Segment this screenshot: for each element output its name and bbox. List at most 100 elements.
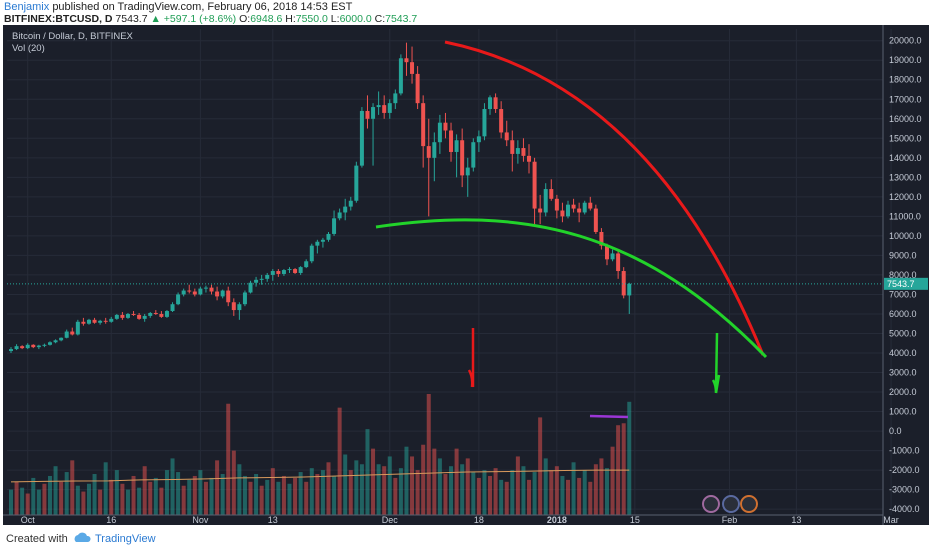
- volume-bar: [47, 475, 52, 515]
- volume-bar: [276, 481, 281, 515]
- volume-bar: [53, 466, 58, 515]
- candle: [287, 269, 292, 271]
- volume-bar: [410, 456, 415, 515]
- annotations: [375, 40, 768, 513]
- volume-bar: [443, 474, 448, 515]
- volume-bar: [566, 479, 570, 515]
- candle: [515, 148, 520, 154]
- volume-bar: [465, 458, 470, 515]
- x-tick-label: 15: [630, 515, 640, 525]
- candle: [404, 58, 409, 63]
- y-tick-label: 19000.0: [889, 55, 922, 65]
- candle: [281, 270, 286, 274]
- volume-bar: [337, 407, 342, 515]
- volume-bar: [237, 464, 242, 515]
- x-tick-label: Nov: [192, 515, 209, 525]
- candle: [421, 103, 426, 147]
- low-value: 6000.0: [339, 13, 372, 25]
- purple-line: [589, 414, 629, 419]
- candle: [593, 208, 598, 232]
- candle: [20, 346, 25, 349]
- x-tick-label: 13: [791, 515, 801, 525]
- y-tick-label: 2000.0: [889, 387, 917, 397]
- volume-bar: [231, 450, 236, 515]
- candle: [566, 204, 570, 217]
- green-arrow: [711, 332, 721, 394]
- author-link[interactable]: Benjamix: [4, 1, 50, 13]
- y-tick-label: 7000.0: [889, 289, 917, 299]
- tradingview-brand[interactable]: TradingView: [95, 533, 156, 545]
- up-arrow-icon: ▲: [150, 13, 161, 25]
- volume-bar: [298, 472, 303, 515]
- candle: [9, 349, 13, 352]
- candle: [343, 206, 348, 213]
- volume-bar: [281, 475, 286, 515]
- volume-label: Vol (20): [12, 43, 45, 54]
- volume-bar: [176, 472, 181, 515]
- volume-bar: [437, 458, 442, 515]
- volume-bar: [64, 472, 69, 515]
- price-chart[interactable]: 20000.0 19000.0 18000.0 17000.0 16000.0 15000…: [3, 25, 929, 525]
- candle: [81, 321, 86, 324]
- volume-bar: [415, 470, 420, 515]
- volume-bar: [527, 479, 532, 515]
- y-tick-label: -4000.0: [889, 504, 920, 514]
- y-tick-label: 5000.0: [889, 328, 917, 338]
- candle: [164, 311, 169, 317]
- candle: [159, 313, 164, 317]
- publish-line: Benjamix published on TradingView.com, F…: [4, 1, 352, 13]
- candle: [460, 140, 465, 176]
- volume-bar: [371, 448, 376, 515]
- volume-bar: [120, 483, 125, 515]
- candle: [571, 204, 576, 209]
- y-tick-label: 14000.0: [889, 153, 922, 163]
- volume-bar: [476, 477, 481, 515]
- candle: [315, 241, 320, 246]
- volume-bar: [515, 456, 520, 515]
- candle: [70, 331, 75, 335]
- chart-area[interactable]: 20000.0 19000.0 18000.0 17000.0 16000.0 15000…: [3, 25, 929, 525]
- volume-bar: [610, 446, 615, 515]
- y-tick-label: -3000.0: [889, 485, 920, 495]
- candle: [354, 165, 359, 201]
- volume-bar: [92, 474, 97, 515]
- volume-bar: [393, 477, 398, 515]
- candle: [499, 109, 504, 133]
- candle: [226, 290, 231, 303]
- candle: [393, 93, 398, 104]
- candle: [59, 337, 64, 341]
- volume-bar: [521, 466, 526, 515]
- volume-bar: [543, 458, 548, 515]
- volume-bar: [148, 481, 153, 515]
- volume-bar: [220, 474, 225, 515]
- volume-bar: [510, 470, 515, 515]
- candle: [298, 267, 303, 273]
- volume-bar: [621, 423, 626, 515]
- volume-bar: [248, 481, 253, 515]
- volume-bar: [432, 448, 437, 515]
- volume-bar: [343, 454, 348, 515]
- candle: [176, 294, 181, 305]
- volume-bar: [365, 429, 370, 515]
- candle: [36, 345, 41, 348]
- candle: [337, 212, 342, 219]
- volume-bar: [192, 475, 197, 515]
- volume-bar: [36, 489, 41, 515]
- volume-bar: [14, 481, 19, 515]
- volume-bar: [304, 481, 309, 515]
- candle: [53, 340, 58, 343]
- volume-bar: [254, 474, 259, 515]
- candle: [114, 314, 119, 319]
- event-marker-icon: [722, 495, 740, 513]
- x-tick-label: 13: [268, 515, 278, 525]
- candle: [560, 210, 565, 217]
- candle: [471, 142, 476, 168]
- candle: [242, 292, 247, 305]
- candle: [192, 291, 197, 295]
- candle: [493, 97, 498, 110]
- volume-bar: [488, 475, 493, 515]
- volume-bar: [159, 487, 164, 515]
- volume-bar: [504, 481, 509, 515]
- volume-bar: [326, 462, 331, 515]
- y-tick-label: 4000.0: [889, 348, 917, 358]
